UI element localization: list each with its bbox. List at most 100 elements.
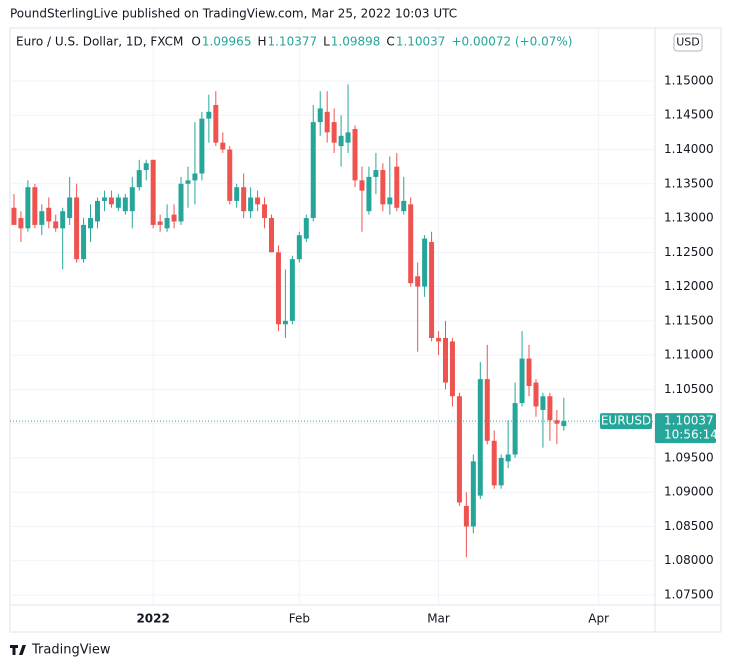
legend-value: 1.09965 bbox=[202, 35, 252, 49]
x-tick-label: Apr bbox=[588, 612, 609, 626]
candle-body bbox=[143, 163, 149, 171]
candle-body bbox=[429, 242, 435, 338]
candle-body bbox=[268, 218, 274, 253]
y-tick-label: 1.11500 bbox=[664, 313, 714, 327]
y-tick-label: 1.10500 bbox=[664, 382, 714, 396]
candle-body bbox=[561, 421, 567, 427]
currency-button[interactable] bbox=[673, 33, 703, 52]
candle-body bbox=[108, 197, 114, 205]
candle-body bbox=[540, 396, 546, 410]
candle-body bbox=[449, 341, 455, 397]
legend: Euro / U.S. Dollar, 1D, FXCM O 1.09965 H 1.… bbox=[16, 35, 572, 49]
candle-body bbox=[554, 420, 560, 424]
y-tick-label: 1.08000 bbox=[664, 553, 714, 567]
candle-body bbox=[401, 200, 407, 212]
logo-icon bbox=[10, 645, 26, 655]
y-tick-label: 1.13000 bbox=[664, 211, 714, 225]
candle-body bbox=[234, 187, 240, 201]
candle-body bbox=[206, 111, 212, 119]
candle-body bbox=[442, 337, 448, 383]
candle-body bbox=[345, 132, 351, 143]
candle-body bbox=[220, 142, 226, 150]
y-tick-label: 1.12000 bbox=[664, 279, 714, 293]
candle-body bbox=[262, 204, 268, 219]
candle-body bbox=[498, 457, 504, 486]
candle-body bbox=[512, 403, 518, 455]
y-tick-label: 1.11000 bbox=[664, 348, 714, 362]
candle-body bbox=[241, 187, 247, 212]
brand-logo: TradingView bbox=[10, 643, 111, 658]
candle-body bbox=[32, 187, 38, 225]
candle-body bbox=[46, 207, 52, 222]
candle-body bbox=[547, 396, 553, 421]
candle-body bbox=[213, 104, 219, 143]
candle-body bbox=[303, 218, 309, 239]
candle-body bbox=[81, 224, 87, 260]
candle-body bbox=[18, 218, 24, 229]
candle-body bbox=[415, 276, 421, 287]
candle-body bbox=[25, 187, 31, 229]
candle-body bbox=[11, 207, 17, 225]
legend-value: 1.10037 bbox=[396, 35, 446, 49]
price-badge-value: 1.10037 bbox=[664, 414, 714, 428]
candle-body bbox=[352, 128, 358, 181]
y-tick-label: 1.12500 bbox=[664, 245, 714, 259]
x-tick-label: 2022 bbox=[136, 612, 169, 626]
chart-layer: 1.07500 1.08000 1.08500 1.09000 1.09500 1.100… bbox=[10, 28, 718, 626]
legend-letter: O bbox=[191, 35, 200, 49]
price-badge-countdown: 10:56:14 bbox=[664, 428, 718, 442]
symbol-badge-label: EURUSD bbox=[601, 414, 651, 428]
candle-body bbox=[171, 214, 177, 222]
candle-body bbox=[122, 197, 128, 212]
y-tick-label: 1.15000 bbox=[664, 73, 714, 87]
y-tick-label: 1.07500 bbox=[664, 587, 714, 601]
candle-body bbox=[533, 382, 539, 407]
currency-label[interactable]: USD bbox=[676, 36, 700, 49]
y-tick-label: 1.09500 bbox=[664, 450, 714, 464]
publisher-line: PoundSterlingLive published on TradingVi… bbox=[10, 7, 457, 21]
candle-body bbox=[519, 358, 525, 404]
candle-body bbox=[505, 454, 511, 462]
candle-body bbox=[248, 197, 254, 212]
candle-body bbox=[227, 149, 233, 201]
candle-body bbox=[310, 122, 316, 219]
candle-body bbox=[178, 183, 184, 222]
candle-body bbox=[136, 170, 142, 188]
candle-body bbox=[387, 197, 393, 205]
legend-value: 1.10377 bbox=[267, 35, 317, 49]
candle-body bbox=[115, 197, 121, 208]
candle-body bbox=[199, 118, 205, 174]
chart-frame bbox=[9, 27, 722, 633]
candle-body bbox=[436, 337, 442, 342]
x-tick-label: Mar bbox=[427, 612, 450, 626]
candle-body bbox=[192, 173, 198, 181]
y-tick-label: 1.09000 bbox=[664, 485, 714, 499]
symbol-title: Euro / U.S. Dollar, 1D, FXCM bbox=[16, 35, 183, 49]
candle-body bbox=[296, 235, 302, 260]
candle-body bbox=[39, 211, 45, 225]
candle-body bbox=[317, 108, 323, 123]
candle-body bbox=[60, 211, 66, 229]
candle-body bbox=[408, 204, 414, 284]
candle-body bbox=[380, 170, 386, 205]
candle-body bbox=[185, 180, 191, 184]
candle-body bbox=[282, 320, 288, 325]
legend-value: 1.09898 bbox=[331, 35, 381, 49]
legend-letter: L bbox=[323, 35, 330, 49]
candle-body bbox=[526, 358, 532, 386]
candle-body bbox=[157, 221, 163, 225]
candle-body bbox=[164, 218, 170, 229]
candle-body bbox=[491, 440, 497, 486]
candle-body bbox=[255, 197, 261, 205]
candle-body bbox=[331, 122, 337, 143]
candle-body bbox=[67, 197, 73, 219]
candle-body bbox=[463, 505, 469, 527]
symbol-badge bbox=[600, 413, 652, 430]
candle-body bbox=[129, 187, 135, 212]
y-tick-label: 1.14000 bbox=[664, 142, 714, 156]
brand-name: TradingView bbox=[31, 643, 111, 658]
candle-body bbox=[324, 111, 330, 133]
candle-body bbox=[484, 379, 490, 441]
candle-body bbox=[366, 176, 372, 212]
